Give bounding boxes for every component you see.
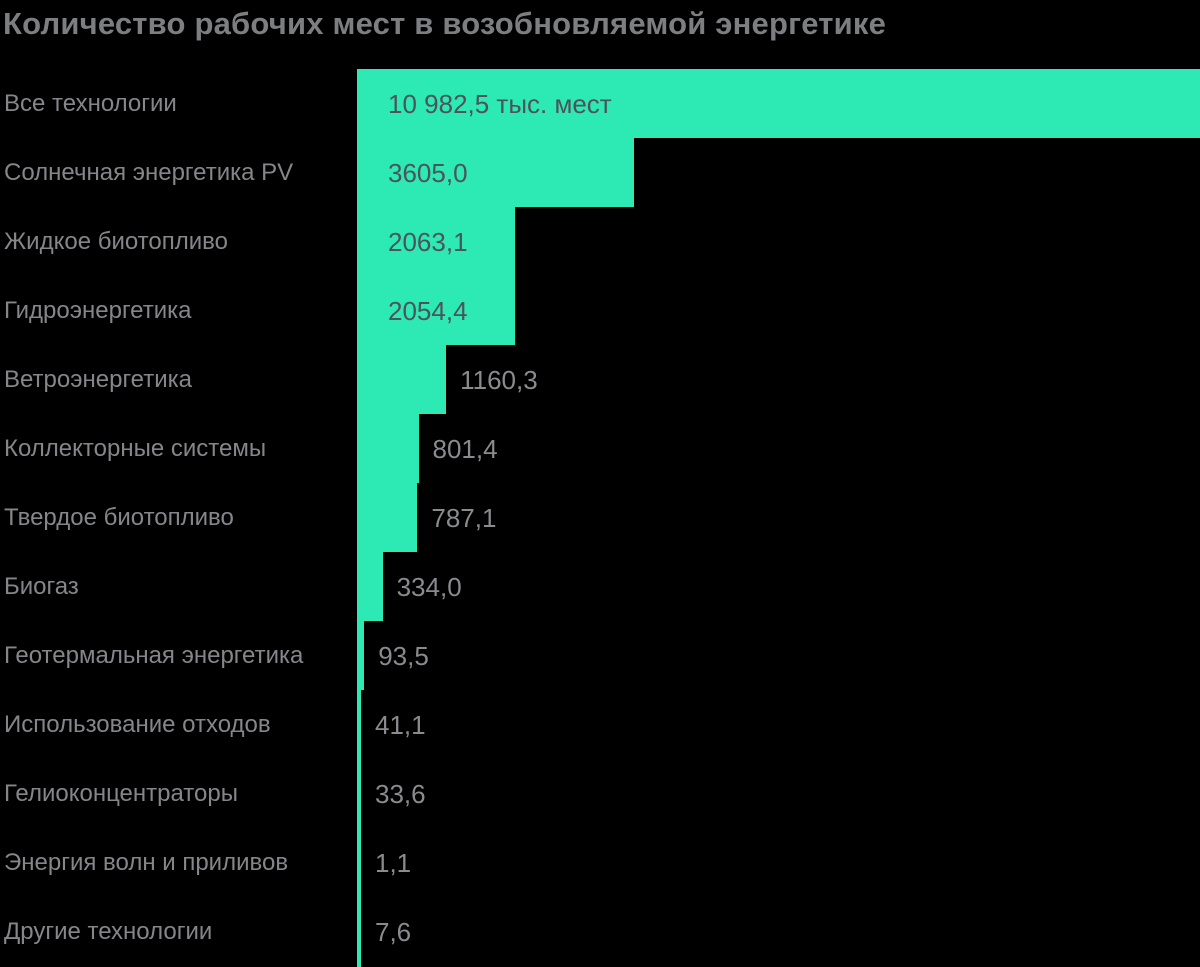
value-label: 787,1 <box>431 502 497 533</box>
value-label: 3605,0 <box>388 157 468 188</box>
category-label: Биогаз <box>4 572 79 600</box>
bar-area: 10 982,5 тыс. мест <box>357 69 1200 139</box>
value-label: 41,1 <box>375 709 426 740</box>
value-label: 2054,4 <box>388 295 468 326</box>
category-label: Гидроэнергетика <box>4 296 192 324</box>
chart-row: Ветроэнергетика 1160,3 <box>0 345 1200 415</box>
bar <box>357 483 418 553</box>
category-label: Другие технологии <box>4 918 213 946</box>
bar <box>357 69 1200 139</box>
bar <box>357 138 634 208</box>
bar-area: 7,6 <box>357 897 1200 967</box>
chart-title: Количество рабочих мест в возобновляемой… <box>3 6 887 41</box>
chart-row: Солнечная энергетика PV 3605,0 <box>0 138 1200 208</box>
category-label: Твердое биотопливо <box>4 503 234 531</box>
bar <box>357 621 365 691</box>
category-label: Все технологии <box>4 89 177 117</box>
value-label: 334,0 <box>396 571 462 602</box>
chart-row: Геотермальная энергетика 93,5 <box>0 621 1200 691</box>
chart-row: Гелиоконцентраторы 33,6 <box>0 759 1200 829</box>
chart-row: Использование отходов 41,1 <box>0 690 1200 760</box>
category-label: Коллекторные системы <box>4 434 267 462</box>
chart-row: Энергия волн и приливов 1,1 <box>0 828 1200 898</box>
value-label: 1,1 <box>375 848 412 879</box>
category-label: Энергия волн и приливов <box>4 849 289 877</box>
bar <box>357 897 361 967</box>
bar-area: 41,1 <box>357 690 1200 760</box>
bar-area: 2054,4 <box>357 276 1200 346</box>
bar <box>357 759 361 829</box>
bar <box>357 828 361 898</box>
bar-area: 93,5 <box>357 621 1200 691</box>
bar-area: 787,1 <box>357 483 1200 553</box>
category-label: Жидкое биотопливо <box>4 227 228 255</box>
category-label: Солнечная энергетика PV <box>4 158 294 186</box>
bar <box>357 345 447 415</box>
category-label: Гелиоконцентраторы <box>4 779 238 807</box>
chart-row: Биогаз 334,0 <box>0 552 1200 622</box>
bar <box>357 276 515 346</box>
chart-row: Жидкое биотопливо 2063,1 <box>0 207 1200 277</box>
bar <box>357 414 419 484</box>
value-label: 1160,3 <box>460 364 538 395</box>
bar-area: 3605,0 <box>357 138 1200 208</box>
bar-area: 334,0 <box>357 552 1200 622</box>
chart-row: Все технологии 10 982,5 тыс. мест <box>0 69 1200 139</box>
value-label: 33,6 <box>375 778 426 809</box>
bar-area: 1,1 <box>357 828 1200 898</box>
value-label: 2063,1 <box>388 226 468 257</box>
value-label: 93,5 <box>378 640 429 671</box>
bar <box>357 690 361 760</box>
value-label: 7,6 <box>375 917 412 948</box>
bar-area: 33,6 <box>357 759 1200 829</box>
category-label: Использование отходов <box>4 710 271 738</box>
category-label: Ветроэнергетика <box>4 365 192 393</box>
bar-area: 1160,3 <box>357 345 1200 415</box>
bar <box>357 207 516 277</box>
bar-rows: Все технологии 10 982,5 тыс. мест Солнечна… <box>0 69 1200 967</box>
bar-area: 801,4 <box>357 414 1200 484</box>
bar <box>357 552 383 622</box>
chart-row: Гидроэнергетика 2054,4 <box>0 276 1200 346</box>
bar-area: 2063,1 <box>357 207 1200 277</box>
chart-row: Твердое биотопливо 787,1 <box>0 483 1200 553</box>
value-label: 10 982,5 тыс. мест <box>388 88 612 119</box>
chart-row: Другие технологии 7,6 <box>0 897 1200 967</box>
value-label: 801,4 <box>432 433 498 464</box>
category-label: Геотермальная энергетика <box>4 641 304 669</box>
chart-row: Коллекторные системы 801,4 <box>0 414 1200 484</box>
